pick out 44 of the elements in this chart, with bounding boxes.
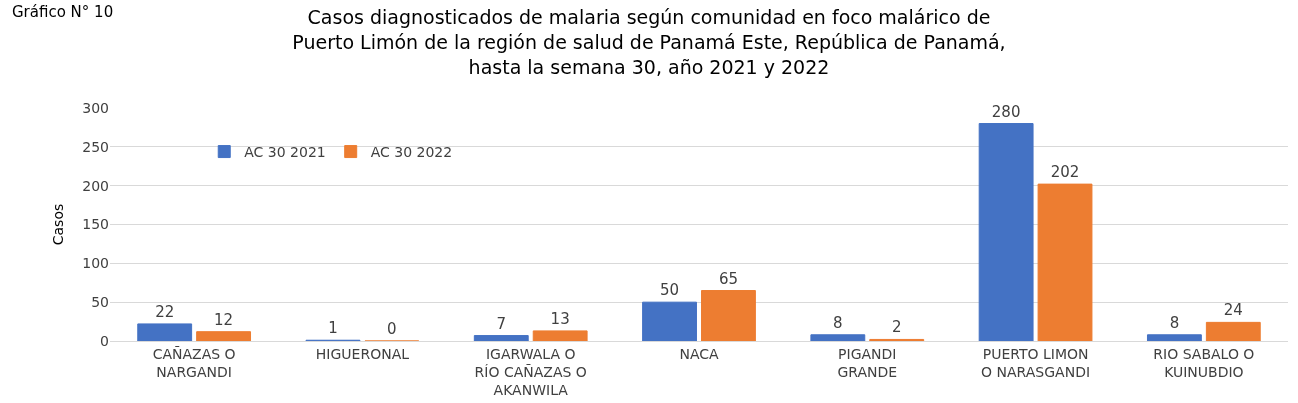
bar bbox=[701, 290, 756, 341]
x-tick-label: NACA bbox=[679, 345, 719, 362]
y-tick-label: 100 bbox=[82, 255, 109, 272]
y-tick-label: 0 bbox=[100, 332, 109, 349]
x-tick-label: PIGANDI GRANDE bbox=[837, 345, 898, 380]
y-tick-label: 250 bbox=[82, 138, 109, 155]
bar bbox=[978, 123, 1034, 341]
y-tick-label: 200 bbox=[82, 177, 109, 194]
data-label: 12 bbox=[214, 310, 234, 329]
bar bbox=[642, 301, 697, 341]
data-label: 65 bbox=[718, 269, 738, 288]
x-tick-label: CAÑAZAS O NARGANDI bbox=[152, 345, 236, 380]
data-label: 22 bbox=[155, 302, 175, 321]
text: Gráfico N° 10 bbox=[12, 3, 114, 21]
bar bbox=[810, 334, 866, 341]
x-tick-label: HIGUERONAL bbox=[315, 345, 410, 362]
data-label: 50 bbox=[660, 281, 680, 300]
data-label: 13 bbox=[550, 309, 570, 328]
bar bbox=[137, 323, 193, 341]
chart-title: Casos diagnosticados de malaria según comunidad en foco malárico de Puerto Limón de la región de salud de Panamá Este, República de Panamá, hasta la semana 30, año 2021 y 2022 bbox=[292, 6, 1006, 78]
bar bbox=[1037, 183, 1093, 341]
data-label: 24 bbox=[1223, 301, 1243, 320]
x-tick-label: IGARWALA O RÍO CAÑAZAS O AKANWILA bbox=[474, 345, 587, 399]
data-label: 1 bbox=[328, 319, 338, 338]
bar bbox=[1205, 321, 1261, 341]
x-tick-label: RIO SABALO O KUINUBDIO bbox=[1153, 345, 1255, 380]
y-tick-label: 150 bbox=[82, 216, 109, 233]
x-tick-label: PUERTO LIMON O NARASGANDI bbox=[981, 345, 1091, 380]
bar bbox=[473, 335, 529, 341]
data-label: 2 bbox=[891, 318, 902, 337]
y-tick-label: 300 bbox=[82, 99, 109, 116]
y-axis-title: Casos bbox=[49, 203, 66, 246]
data-label: 7 bbox=[496, 314, 507, 333]
data-label: 202 bbox=[1050, 163, 1080, 182]
legend-label: AC 30 2021 bbox=[244, 144, 326, 161]
bar bbox=[532, 330, 588, 341]
legend-label: AC 30 2022 bbox=[370, 144, 453, 161]
bar bbox=[196, 331, 252, 341]
y-tick-label: 50 bbox=[91, 294, 109, 311]
data-label: 8 bbox=[1169, 313, 1180, 332]
bar bbox=[1146, 334, 1202, 341]
data-label: 0 bbox=[387, 320, 397, 338]
data-label: 8 bbox=[833, 313, 843, 332]
data-label: 280 bbox=[991, 102, 1021, 121]
